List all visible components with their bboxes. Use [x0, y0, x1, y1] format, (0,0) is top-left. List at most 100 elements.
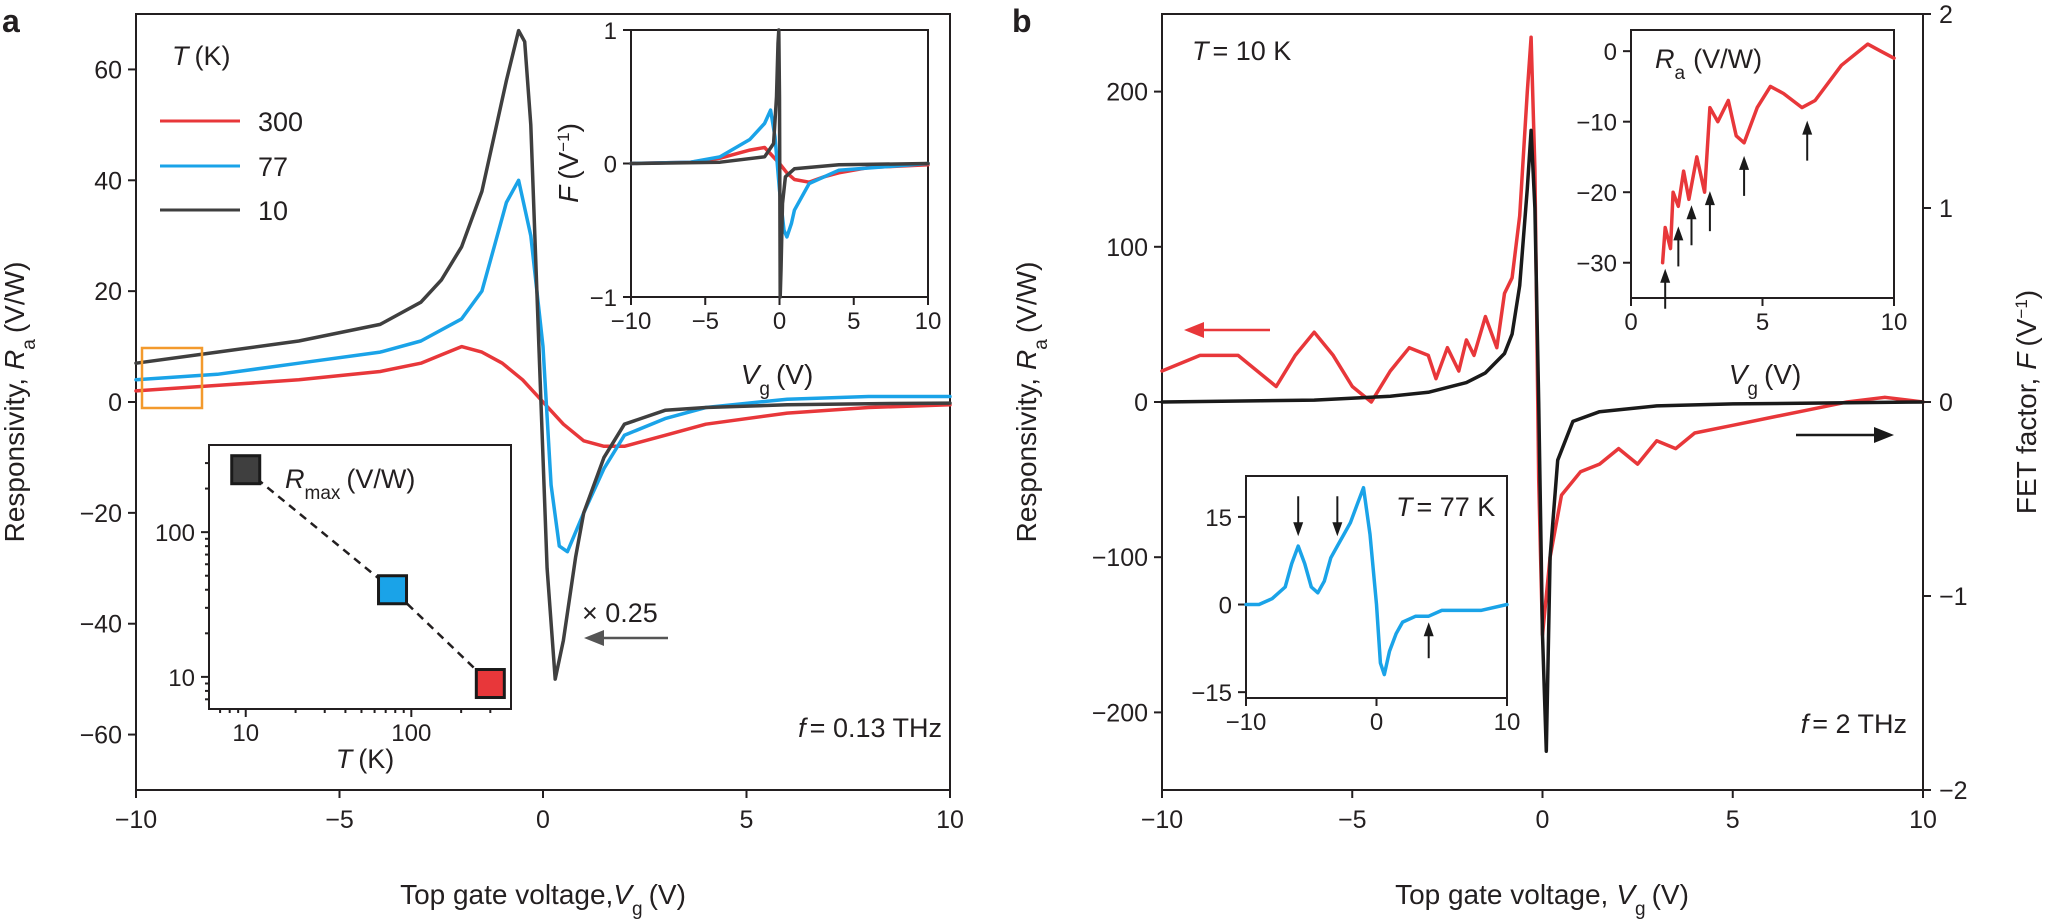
y-tick-label: −1 [590, 285, 617, 312]
x-tick-label: −10 [115, 806, 157, 834]
legend-label-77: 77 [258, 152, 288, 182]
inset-fet-series [629, 28, 930, 299]
x-tick-label: 10 [232, 720, 259, 747]
x-tick-label: 0 [773, 308, 786, 335]
rmax-point [474, 668, 506, 700]
temperature-annotation-b: T = 10 K [1192, 36, 1291, 66]
x-tick-label: −10 [611, 308, 652, 335]
x-tick-label: 0 [1536, 806, 1550, 834]
panel-b-y-axis-title: Responsivity,Ra(V/W) [1011, 262, 1052, 543]
y-tick-label: 1 [604, 18, 617, 45]
inset-rmax-label: Rmax (V/W) [285, 464, 415, 504]
y-tick-label: 0 [1134, 389, 1148, 417]
y2-tick-label: −2 [1939, 777, 1968, 805]
y-tick-label: −15 [1191, 680, 1232, 707]
peak-arrow-head [1293, 522, 1304, 537]
panel-letter-b: b [1012, 3, 1032, 39]
panel-b-y2-axis-title: FET factor,F(V−1) [2011, 290, 2042, 514]
inset-fet-y-axis-title: F(V−1) [553, 123, 584, 203]
x-tick-label: −5 [1338, 806, 1367, 834]
frequency-annotation-a: f = 0.13 THz [798, 713, 942, 743]
scale-arrow [584, 630, 668, 646]
inset-77k-series [1244, 485, 1509, 677]
inset-fet-axes: −10 −5 0 5 10−101 [590, 18, 942, 335]
inset-rmax-series [230, 454, 506, 700]
panel-letter-a: a [2, 3, 20, 39]
legend-label-300: 300 [258, 107, 303, 137]
inset-rmax-background [209, 445, 511, 709]
y-tick-label: 40 [94, 167, 122, 195]
y2-tick-label: 2 [1939, 1, 1953, 29]
y-tick-label: 100 [1106, 234, 1148, 262]
y-tick-label: 20 [94, 278, 122, 306]
x-tick-label: 10 [1881, 309, 1908, 336]
panel-b-series [1160, 35, 1925, 753]
y-tick-label: −10 [1576, 110, 1617, 137]
y2-tick-label: −1 [1939, 583, 1968, 611]
series-line-ra [1660, 42, 1896, 265]
legend-title: T (K) [172, 41, 231, 71]
oscillation-arrow-head [1660, 268, 1671, 283]
y-tick-label: 0 [108, 389, 122, 417]
y2-tick-label: 1 [1939, 195, 1953, 223]
inset-ra-series [1660, 42, 1896, 265]
panel-a-y-axis-title: Responsivity,Ra(V/W) [0, 262, 40, 543]
series-line-responsivity [1160, 35, 1925, 637]
x-tick-label: 0 [536, 806, 550, 834]
inset-rmax-x-axis-title: T (K) [336, 744, 395, 774]
y-tick-label: 100 [155, 520, 195, 547]
series-line-300 [134, 344, 952, 449]
inset-ra-axes: 0 5 10 −30 −20 −10 0 [1576, 39, 1907, 336]
y-tick-label: 0 [1604, 39, 1617, 66]
panel-a-series [134, 28, 952, 681]
series-line-77 [134, 178, 952, 554]
y-tick-label: 10 [168, 665, 195, 692]
y-tick-label: −40 [80, 611, 122, 639]
series-line-fet-factor [1160, 128, 1925, 753]
x-tick-label: −5 [692, 308, 719, 335]
y-tick-label: 60 [94, 56, 122, 84]
inset-rmax-axes: 10 100 10 100 [155, 462, 492, 747]
y-tick-label: −20 [80, 500, 122, 528]
inset-fet-x-axis-title: Vg (V) [741, 359, 814, 400]
peak-arrow-head [1332, 522, 1343, 537]
panel-a-x-axis-title: Top gate voltage,Vg (V) [400, 879, 686, 919]
x-tick-label: 5 [740, 806, 754, 834]
inset-77k-arrows [1293, 496, 1434, 659]
rmax-point [230, 454, 262, 486]
x-tick-label: 5 [1756, 309, 1769, 336]
left-axis-arrow [1184, 322, 1270, 338]
oscillation-arrow-head [1673, 226, 1684, 241]
x-tick-label: 100 [391, 720, 431, 747]
inset-rmax-frame [208, 444, 512, 710]
inset-ra-x-axis-title: Vg (V) [1729, 359, 1802, 400]
series-line-77-k [1244, 485, 1509, 677]
x-tick-label: −10 [1141, 806, 1183, 834]
inset-77k-axes: −10 0 10 −15 0 15 [1191, 505, 1520, 736]
y-tick-label: −60 [80, 722, 122, 750]
y2-tick-label: 0 [1939, 389, 1953, 417]
x-tick-label: 5 [1726, 806, 1740, 834]
scale-annotation: × 0.25 [582, 598, 658, 628]
inset-ra-background [1631, 30, 1894, 298]
series-line-10 [134, 28, 952, 681]
y-tick-label: 200 [1106, 79, 1148, 107]
series-line-10 [629, 28, 930, 299]
y-tick-label: 0 [604, 152, 617, 179]
y-tick-label: −100 [1092, 544, 1148, 572]
x-tick-label: 10 [936, 806, 964, 834]
x-tick-label: −10 [1226, 709, 1267, 736]
x-tick-label: 0 [1370, 709, 1383, 736]
panel-b-x-axis-title: Top gate voltage, Vg (V) [1395, 879, 1689, 919]
frequency-annotation-b: f = 2 THz [1801, 709, 1907, 739]
x-tick-label: 10 [1909, 806, 1937, 834]
y-tick-label: 0 [1219, 593, 1232, 620]
x-tick-label: 5 [847, 308, 860, 335]
oscillation-arrow-head [1686, 205, 1697, 220]
right-axis-arrow [1796, 427, 1894, 443]
dip-arrow-head [1423, 622, 1434, 637]
rmax-point [377, 574, 409, 606]
